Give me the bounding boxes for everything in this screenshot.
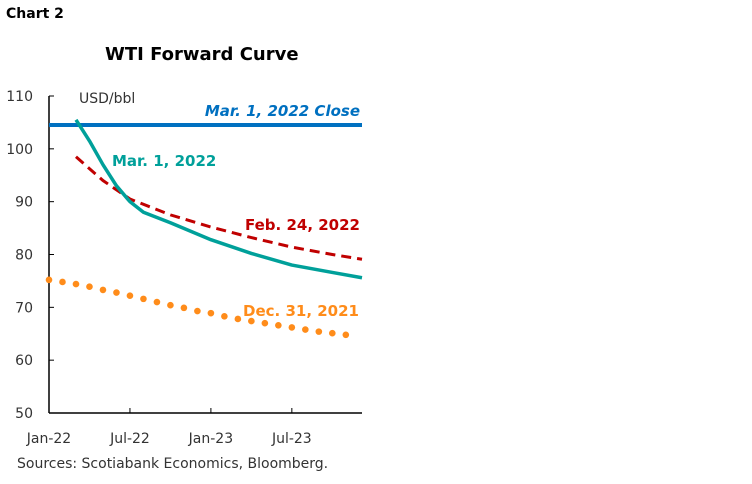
series-dec31-point xyxy=(234,315,242,323)
series-dec31-point xyxy=(59,278,66,286)
series-label-mar1: Mar. 1, 2022 xyxy=(112,152,216,170)
series-dec31-point xyxy=(288,324,296,331)
series-dec31-point xyxy=(86,283,93,291)
series-dec31-point xyxy=(180,304,188,312)
y-tick-label: 50 xyxy=(15,406,33,422)
series-dec31-point xyxy=(315,328,323,335)
y-tick-label: 60 xyxy=(15,353,33,369)
x-tick-label: Jul-22 xyxy=(109,431,150,447)
series-dec31-point xyxy=(329,329,336,337)
y-axis-unit-label: USD/bbl xyxy=(79,91,135,107)
series-label-feb24: Feb. 24, 2022 xyxy=(245,216,360,234)
series-dec31-point xyxy=(221,313,228,320)
series-dec31-point xyxy=(167,301,174,309)
y-tick-label: 70 xyxy=(15,300,33,316)
source-note: Sources: Scotiabank Economics, Bloomberg… xyxy=(17,456,329,472)
series-dec31-point xyxy=(126,292,134,300)
series-dec31-point xyxy=(140,295,147,303)
series-dec31-point xyxy=(302,326,309,333)
series-dec31-point xyxy=(248,317,255,325)
series-dec31-point xyxy=(72,280,80,288)
y-tick-label: 100 xyxy=(6,142,33,158)
series-label-mar1-close: Mar. 1, 2022 Close xyxy=(205,102,360,120)
chart-number-label: Chart 2 xyxy=(6,6,64,22)
y-tick-label: 80 xyxy=(15,248,33,264)
series-mar1-line xyxy=(74,118,363,280)
y-tick-label: 90 xyxy=(15,195,33,211)
series-feb24-line xyxy=(74,155,363,261)
series-dec31-point xyxy=(275,321,282,329)
y-tick-label: 110 xyxy=(6,89,33,105)
x-tick-label: Jul-23 xyxy=(271,431,312,447)
x-tick-label: Jan-23 xyxy=(188,431,233,447)
series-label-dec31: Dec. 31, 2021 xyxy=(243,302,359,320)
series-dec31-point xyxy=(99,286,107,294)
series-dec31-point xyxy=(207,309,215,317)
series-dec31-point xyxy=(153,298,161,306)
series-dec31-point xyxy=(45,276,53,284)
x-tick-label: Jan-22 xyxy=(26,431,71,447)
series-dec31-point xyxy=(113,289,120,296)
chart-title: WTI Forward Curve xyxy=(105,44,299,65)
series-dec31-point xyxy=(261,319,269,327)
series-dec31-point xyxy=(342,331,350,339)
series-dec31-point xyxy=(194,307,201,315)
